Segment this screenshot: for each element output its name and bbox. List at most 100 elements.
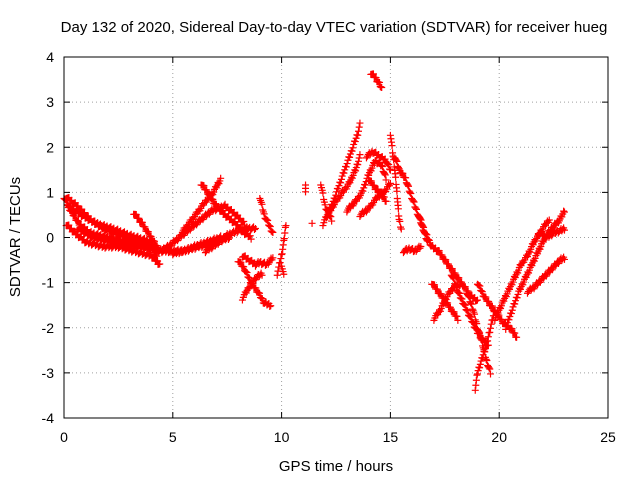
data-point <box>386 179 394 187</box>
data-point <box>438 251 446 259</box>
data-point <box>399 169 407 177</box>
data-point <box>351 138 359 146</box>
data-point <box>384 160 392 168</box>
data-point <box>352 167 360 175</box>
data-trace <box>362 147 394 174</box>
data-point <box>385 161 393 169</box>
data-point <box>477 286 485 294</box>
data-point <box>508 325 516 333</box>
data-point <box>478 288 486 296</box>
data-point <box>356 119 364 127</box>
data-point <box>378 84 386 92</box>
x-tick-label: 10 <box>274 429 290 445</box>
data-point <box>354 127 362 135</box>
data-point <box>355 123 363 131</box>
data-point <box>216 233 224 241</box>
data-point <box>424 236 432 244</box>
data-point <box>413 205 421 213</box>
data-point <box>258 271 266 279</box>
data-trace <box>238 269 266 304</box>
data-point <box>416 215 424 223</box>
data-point <box>486 324 494 332</box>
data-point <box>256 289 264 297</box>
data-trace <box>323 151 364 221</box>
data-point <box>237 258 245 266</box>
data-point <box>513 294 521 302</box>
data-point <box>377 189 385 197</box>
data-point <box>242 268 250 276</box>
data-point <box>348 147 356 155</box>
data-point <box>465 293 473 301</box>
data-point <box>484 337 492 345</box>
data-point <box>243 269 251 277</box>
data-point <box>513 333 521 341</box>
data-point <box>511 300 519 308</box>
data-trace <box>178 174 225 239</box>
data-point <box>280 270 288 278</box>
data-point <box>244 273 252 281</box>
data-point <box>460 301 468 309</box>
data-point <box>343 160 351 168</box>
data-point <box>423 231 431 239</box>
data-point <box>474 281 482 289</box>
data-point <box>328 217 336 225</box>
data-point <box>417 243 425 251</box>
data-point <box>511 329 519 337</box>
data-point <box>354 157 362 165</box>
data-trace <box>256 195 277 236</box>
data-trace <box>278 262 288 278</box>
data-point <box>421 230 429 238</box>
y-tick-label: -4 <box>42 410 55 426</box>
tick-layer <box>63 56 609 419</box>
data-point <box>402 174 410 182</box>
data-point <box>386 165 394 173</box>
data-point <box>460 300 468 308</box>
data-point <box>467 313 475 321</box>
data-point <box>437 290 445 298</box>
data-point <box>406 188 414 196</box>
data-point <box>484 333 492 341</box>
data-point <box>450 308 458 316</box>
x-tick-label: 20 <box>491 429 507 445</box>
data-point <box>476 364 484 372</box>
data-point <box>251 224 259 232</box>
data-trace <box>238 252 277 270</box>
data-point <box>266 222 274 230</box>
y-tick-label: -3 <box>42 365 55 381</box>
data-point <box>395 165 403 173</box>
data-point <box>337 175 345 183</box>
data-point <box>560 255 568 263</box>
data-point <box>477 335 485 343</box>
data-point <box>451 281 459 289</box>
data-point <box>476 360 484 368</box>
data-point <box>258 200 266 208</box>
data-point <box>442 256 450 264</box>
data-point <box>361 181 369 189</box>
data-point <box>485 364 493 372</box>
data-point <box>424 235 432 243</box>
data-point <box>462 306 470 314</box>
data-trace <box>302 181 310 196</box>
data-point <box>334 185 342 193</box>
data-point <box>268 228 276 236</box>
data-point <box>409 197 417 205</box>
data-point <box>464 292 472 300</box>
data-point <box>397 225 405 233</box>
data-point <box>478 336 486 344</box>
data-point <box>382 197 390 205</box>
points-layer <box>60 70 568 394</box>
data-trace <box>523 253 568 297</box>
data-point <box>486 370 494 378</box>
data-point <box>266 302 274 310</box>
data-point <box>263 216 271 224</box>
data-point <box>478 287 486 295</box>
data-point <box>560 208 568 216</box>
data-point <box>560 226 568 234</box>
data-point <box>273 271 281 279</box>
data-point <box>468 305 476 313</box>
data-point <box>488 302 496 310</box>
data-trace <box>343 156 390 216</box>
y-tick-label: -2 <box>42 320 55 336</box>
data-point <box>282 222 290 230</box>
